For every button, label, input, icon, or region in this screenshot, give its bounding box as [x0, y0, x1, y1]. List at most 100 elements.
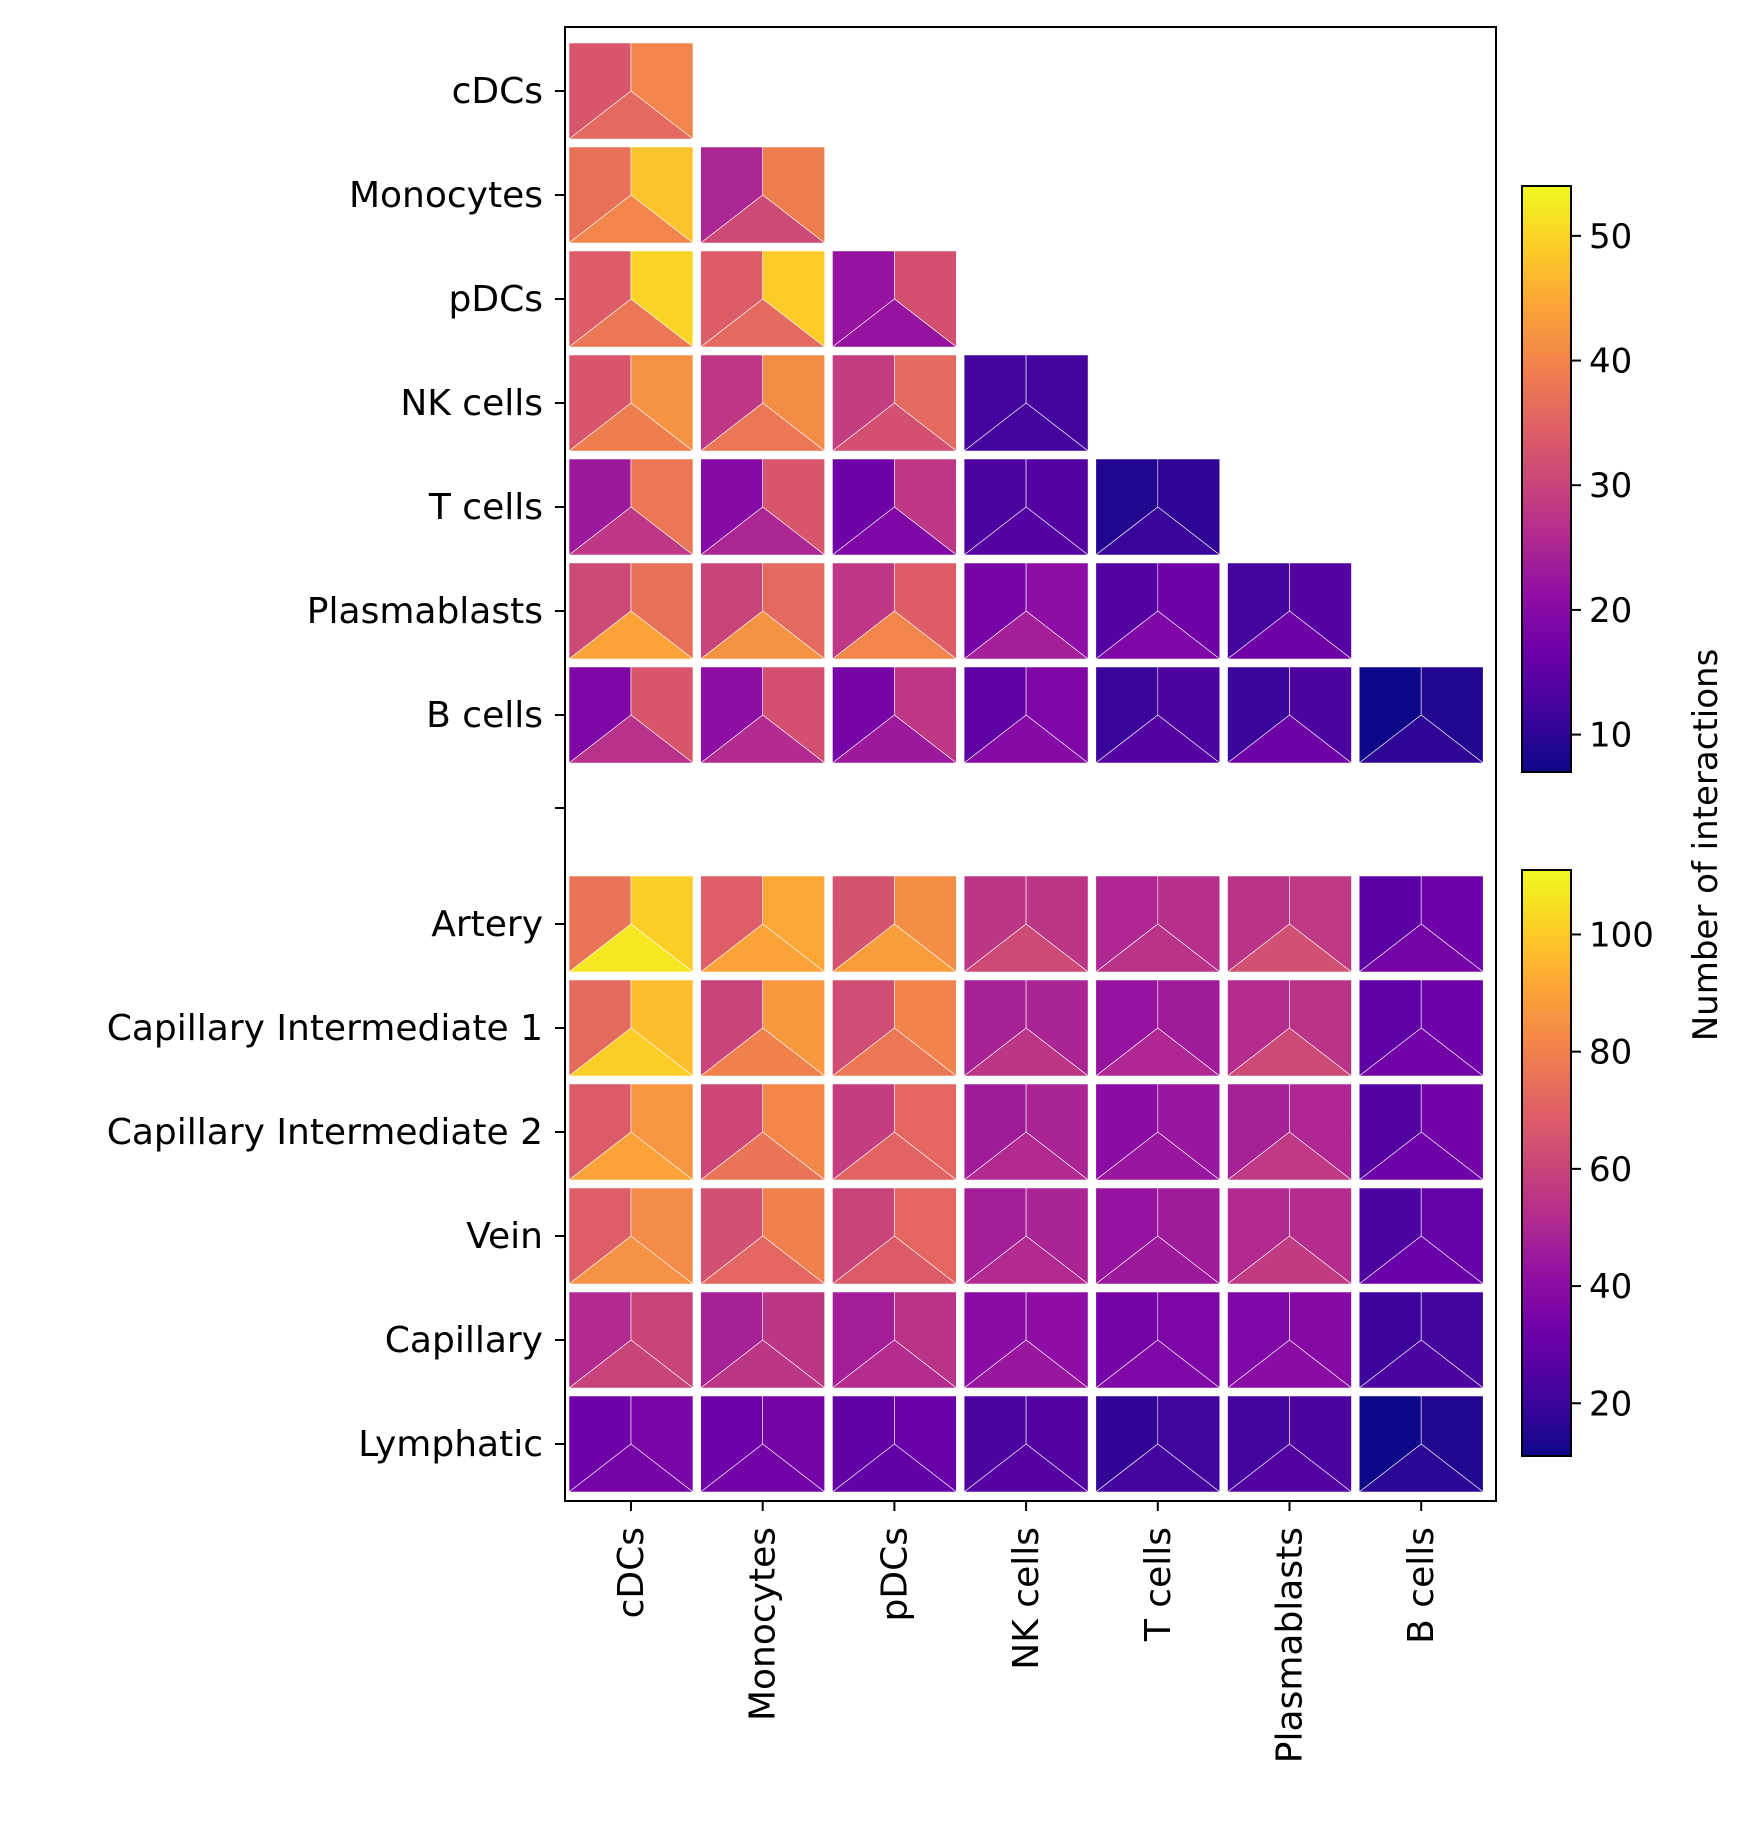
heatmap-cell	[831, 354, 958, 452]
colorbars: 10 20 30 40 50 20 40 60 80 100	[1521, 185, 1654, 1457]
heatmap-cell	[699, 1083, 826, 1181]
cell-bottom-triangle	[1226, 923, 1353, 973]
cell-bottom-triangle	[831, 610, 958, 660]
cell-bottom-triangle	[699, 923, 826, 973]
cell-bottom-triangle	[568, 714, 694, 764]
heatmap-cell	[1094, 1291, 1221, 1389]
heatmap-cell	[963, 1395, 1089, 1493]
heatmap-cell	[831, 250, 958, 348]
heatmap-cell	[963, 979, 1089, 1077]
colorbar-tick-label: 20	[1589, 1384, 1632, 1424]
colorbar-gradient	[1521, 869, 1572, 1457]
heatmap-cell	[568, 979, 694, 1077]
cell-bottom-triangle	[1358, 1235, 1485, 1285]
heatmap-cell	[699, 354, 826, 452]
heatmap-cell	[1358, 1187, 1485, 1285]
colorbar: 10 20 30 40 50	[1521, 185, 1632, 773]
y-tick-label: B cells	[426, 695, 543, 736]
cell-bottom-triangle	[568, 1131, 694, 1181]
heatmap-cell	[963, 1187, 1089, 1285]
cell-bottom-triangle	[568, 1027, 694, 1077]
cell-bottom-triangle	[699, 194, 826, 244]
heatmap-cell	[1226, 1187, 1353, 1285]
cell-bottom-triangle	[699, 506, 826, 556]
cell-bottom-triangle	[1226, 610, 1353, 660]
cell-bottom-triangle	[1094, 1443, 1221, 1493]
heatmap-cell	[1094, 1187, 1221, 1285]
x-tick-label: T cells	[1138, 1527, 1179, 1642]
heatmap-cell	[831, 666, 958, 764]
plot-frame	[564, 26, 1497, 1502]
y-tick-label: Vein	[466, 1216, 543, 1257]
heatmap-cell	[1226, 875, 1353, 973]
heatmap-cell	[699, 666, 826, 764]
cell-bottom-triangle	[699, 298, 826, 348]
heatmap-cell	[1226, 1083, 1353, 1181]
colorbar-label: Number of interactions	[1686, 649, 1726, 1042]
heatmap-cell	[1358, 1291, 1485, 1389]
heatmap-cell	[1226, 1395, 1353, 1493]
cell-bottom-triangle	[1226, 1235, 1353, 1285]
y-tick-label: Artery	[431, 904, 543, 945]
cell-bottom-triangle	[963, 1339, 1089, 1389]
x-tick-label: NK cells	[1006, 1527, 1047, 1670]
cell-bottom-triangle	[1226, 1339, 1353, 1389]
heatmap-cell	[568, 354, 694, 452]
x-tick-label: Plasmablasts	[1270, 1527, 1311, 1763]
cell-bottom-triangle	[963, 1027, 1089, 1077]
cell-bottom-triangle	[1358, 1027, 1485, 1077]
heatmap-cell	[1358, 1083, 1485, 1181]
cell-bottom-triangle	[1094, 610, 1221, 660]
heatmap-cell	[568, 666, 694, 764]
colorbar-tick-label: 20	[1589, 591, 1632, 631]
cell-bottom-triangle	[1094, 1131, 1221, 1181]
x-axis: cDCs Monocytes pDCs NK cells T cells Plasmabl…	[611, 1501, 1442, 1763]
heatmap-cell	[1094, 875, 1221, 973]
heatmap-cell	[699, 875, 826, 973]
heatmap-cell	[699, 458, 826, 556]
cell-bottom-triangle	[1094, 1339, 1221, 1389]
cell-bottom-triangle	[568, 1339, 694, 1389]
heatmap-cell	[699, 1395, 826, 1493]
cell-bottom-triangle	[568, 402, 694, 452]
heatmap-cell	[568, 250, 694, 348]
cell-bottom-triangle	[1094, 1027, 1221, 1077]
heatmap-cell	[963, 875, 1089, 973]
cell-bottom-triangle	[568, 1443, 694, 1493]
heatmap-cell	[831, 1291, 958, 1389]
cell-bottom-triangle	[831, 1131, 958, 1181]
heatmap-cell	[963, 458, 1089, 556]
colorbar-tick-label: 60	[1589, 1150, 1632, 1190]
x-tick-label: B cells	[1401, 1527, 1442, 1644]
colorbar-tick-label: 30	[1589, 466, 1632, 506]
heatmap-cell	[699, 979, 826, 1077]
heatmap-cell	[568, 875, 694, 973]
cell-bottom-triangle	[568, 194, 694, 244]
cell-bottom-triangle	[831, 714, 958, 764]
heatmap-cell	[1358, 1395, 1485, 1493]
cell-bottom-triangle	[1094, 714, 1221, 764]
cell-bottom-triangle	[963, 923, 1089, 973]
cell-bottom-triangle	[831, 1443, 958, 1493]
cell-bottom-triangle	[699, 1339, 826, 1389]
cell-bottom-triangle	[963, 714, 1089, 764]
cell-bottom-triangle	[568, 923, 694, 973]
cell-bottom-triangle	[963, 1235, 1089, 1285]
heatmap-cell	[568, 1083, 694, 1181]
heatmap-cell	[1358, 875, 1485, 973]
heatmap-cell	[831, 875, 958, 973]
y-tick-label: Capillary Intermediate 1	[107, 1008, 543, 1049]
cell-bottom-triangle	[1358, 1339, 1485, 1389]
cell-bottom-triangle	[699, 1235, 826, 1285]
cell-bottom-triangle	[699, 402, 826, 452]
cell-bottom-triangle	[1358, 1131, 1485, 1181]
heatmap-cell	[831, 562, 958, 660]
heatmap-cell	[831, 1187, 958, 1285]
cell-bottom-triangle	[568, 298, 694, 348]
colorbar: 20 40 60 80 100	[1521, 869, 1654, 1457]
cell-bottom-triangle	[1358, 714, 1485, 764]
heatmap-cell	[568, 458, 694, 556]
heatmap-cell	[831, 1083, 958, 1181]
heatmap-cell	[963, 666, 1089, 764]
